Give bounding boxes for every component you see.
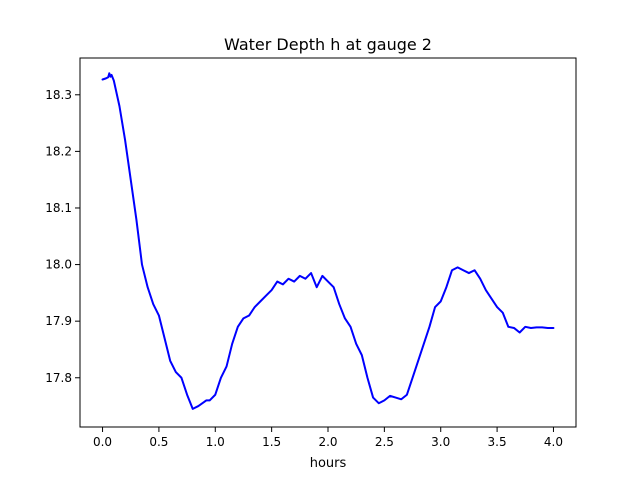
x-tick-label: 0.5 [149,435,168,449]
y-tick-label: 18.1 [45,201,72,215]
x-tick-label: 3.0 [431,435,450,449]
x-tick-label: 3.5 [488,435,507,449]
series-line-0 [101,72,555,410]
y-tick-label: 17.9 [45,314,72,328]
plot-area: 0.0 0.5 1.0 1.5 2.0 2.5 3.0 3.5 4.0 17.8 17.9 18.0 1… [45,57,577,449]
x-tick-label: 1.5 [262,435,281,449]
x-axis-label: hours [310,456,347,471]
x-tick-label: 0.0 [93,435,112,449]
x-tick-label: 1.0 [206,435,225,449]
x-tick-label: 4.0 [544,435,563,449]
y-tick-label: 18.2 [45,144,72,158]
y-tick-label: 17.8 [45,371,72,385]
x-tick-label: 2.5 [375,435,394,449]
y-tick-label: 18.0 [45,258,72,272]
chart-title: Water Depth h at gauge 2 [224,35,432,54]
axes-frame [79,57,577,428]
y-tick-label: 18.3 [45,88,72,102]
x-tick-label: 2.0 [318,435,337,449]
